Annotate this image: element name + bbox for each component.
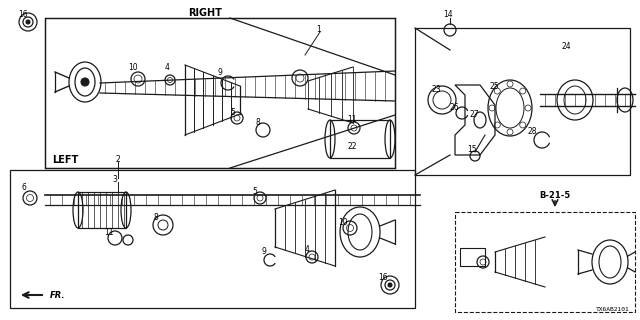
Bar [460, 248, 485, 266]
Text: LEFT: LEFT [52, 155, 78, 165]
Text: 8: 8 [255, 118, 260, 127]
Text: 11: 11 [104, 228, 113, 237]
Text: 15: 15 [467, 145, 477, 154]
Text: TX6AB2101: TX6AB2101 [596, 307, 630, 312]
Text: 27: 27 [470, 110, 479, 119]
Circle shape [26, 20, 30, 24]
Text: 16: 16 [378, 273, 388, 282]
Text: 22: 22 [348, 142, 358, 151]
Circle shape [388, 283, 392, 287]
Circle shape [81, 78, 89, 86]
Text: 11: 11 [347, 115, 356, 124]
Text: 3: 3 [112, 175, 117, 184]
Text: FR.: FR. [50, 291, 65, 300]
Text: B-21-5: B-21-5 [540, 191, 571, 200]
Text: 2: 2 [115, 155, 120, 164]
Text: 28: 28 [528, 127, 538, 136]
Text: 8: 8 [153, 213, 157, 222]
Bar [330, 120, 390, 158]
Text: 5: 5 [230, 108, 235, 117]
Text: 10: 10 [128, 63, 138, 72]
Text: 1: 1 [316, 25, 321, 34]
Text: 14: 14 [443, 10, 452, 19]
Text: 4: 4 [305, 245, 310, 254]
Bar [78, 192, 126, 228]
Text: 10: 10 [338, 218, 348, 227]
Text: 6: 6 [22, 183, 27, 192]
Text: 5: 5 [252, 187, 257, 196]
Text: 4: 4 [165, 63, 170, 72]
Text: 16: 16 [18, 10, 28, 19]
Text: 25: 25 [490, 82, 500, 91]
Text: 26: 26 [450, 103, 460, 112]
Text: 23: 23 [432, 85, 442, 94]
Text: 9: 9 [262, 247, 267, 256]
Text: 9: 9 [218, 68, 223, 77]
Text: RIGHT: RIGHT [188, 8, 222, 18]
Text: 24: 24 [562, 42, 572, 51]
